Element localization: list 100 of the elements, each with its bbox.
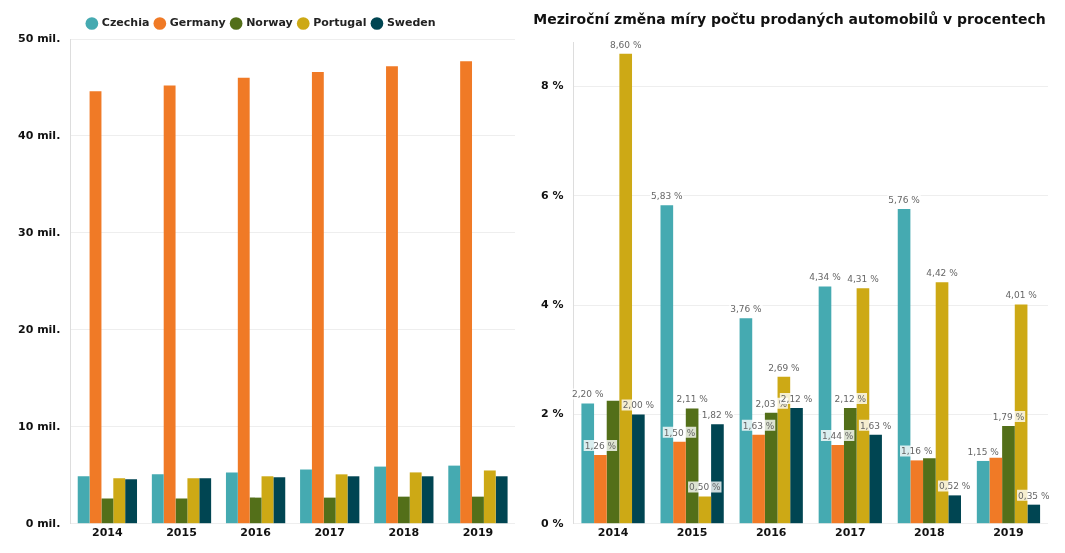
bar (261, 476, 274, 524)
bar (125, 479, 138, 524)
bar (237, 77, 250, 524)
bar (101, 498, 114, 524)
data-label: 1,82 % (701, 410, 734, 421)
bar (175, 498, 188, 524)
x-tick-label: 2018 (914, 526, 945, 540)
x-tick-label: 2014 (92, 526, 124, 540)
data-label: 1,15 % (967, 446, 1000, 457)
bar (752, 434, 765, 524)
y-tick-label: 20 mil. (17, 322, 61, 336)
data-label: 1,79 % (992, 411, 1025, 422)
bar (1027, 504, 1041, 524)
bar (673, 441, 686, 524)
bar (151, 474, 164, 524)
x-tick-label: 2016 (755, 526, 787, 540)
x-tick-label: 2017 (314, 526, 346, 540)
bar (273, 477, 286, 524)
bar (948, 495, 962, 524)
bar (869, 434, 882, 524)
x-tick-label: 2019 (993, 526, 1024, 540)
legend-label: Norway (246, 16, 293, 30)
bar (483, 470, 496, 524)
x-tick-label: 2019 (462, 526, 494, 540)
y-tick-label: 0 % (540, 516, 564, 530)
bar (594, 454, 607, 524)
data-label: 0,50 % (689, 482, 721, 493)
y-tick-label: 8 % (540, 79, 564, 93)
data-label: 8,60 % (609, 39, 642, 50)
bar (187, 478, 200, 524)
y-tick-label: 4 % (540, 298, 564, 312)
data-label: 0,52 % (938, 481, 971, 492)
data-label: 2,12 % (834, 393, 867, 404)
bar (1002, 425, 1015, 524)
data-label: 2,69 % (768, 362, 801, 373)
x-tick-label: 2014 (597, 526, 629, 540)
bar (923, 458, 936, 524)
bar (910, 460, 924, 524)
legend-label: Germany (169, 16, 226, 30)
data-label: 5,83 % (651, 190, 683, 201)
bar (495, 476, 508, 524)
data-label: 1,50 % (663, 427, 696, 438)
bar (386, 66, 398, 524)
data-label: 2,20 % (572, 389, 604, 400)
data-label: 1,44 % (821, 430, 854, 441)
data-label: 1,63 % (859, 420, 892, 431)
data-label: 5,76 % (888, 194, 921, 205)
legend-label: Czechia (101, 16, 150, 30)
bar (347, 476, 360, 524)
bar (989, 457, 1003, 524)
legend-label: Portugal (313, 16, 367, 30)
bar (77, 476, 90, 524)
x-tick-label: 2017 (834, 526, 866, 540)
bar (843, 407, 857, 524)
bar (976, 460, 990, 524)
bar (448, 465, 461, 524)
bar (311, 71, 324, 524)
data-label: 4,31 % (847, 274, 880, 285)
bar (698, 496, 712, 524)
bar (163, 85, 176, 524)
y-tick-label: 2 % (540, 407, 564, 421)
bar (460, 61, 473, 524)
data-label: 0,35 % (1018, 490, 1050, 501)
y-tick-label: 6 % (540, 188, 564, 202)
bar (831, 445, 844, 524)
x-tick-label: 2016 (240, 526, 272, 540)
bar (323, 497, 336, 524)
y-tick-label: 40 mil. (17, 128, 61, 142)
legend-label: Sweden (386, 16, 436, 30)
x-tick-label: 2015 (676, 526, 708, 540)
data-label: 4,34 % (809, 272, 842, 283)
bar (711, 424, 724, 524)
data-label: 2,00 % (622, 400, 655, 411)
y-tick-label: 10 mil. (17, 419, 61, 433)
bar (335, 474, 348, 524)
data-label: 4,01 % (1005, 290, 1038, 301)
bar (764, 412, 778, 524)
data-label: 3,76 % (730, 304, 763, 315)
bar (300, 469, 312, 524)
bar (225, 472, 238, 524)
x-tick-label: 2015 (166, 526, 197, 540)
bar (374, 466, 387, 524)
y-tick-label: 30 mil. (17, 225, 61, 239)
bar (421, 476, 434, 524)
data-label: 4,42 % (926, 268, 959, 279)
data-label: 2,11 % (676, 394, 709, 405)
data-label: 1,16 % (901, 446, 933, 457)
bar (249, 497, 262, 524)
bar (113, 478, 126, 524)
bar (89, 91, 102, 524)
bar (199, 478, 212, 524)
chart-title: Meziroční změna míry počtu prodaných automobilů v procentech (533, 11, 1046, 28)
data-label: 1,63 % (742, 420, 775, 431)
data-label: 1,26 % (584, 440, 617, 451)
bar (632, 414, 645, 524)
bar (409, 472, 422, 524)
bar (790, 407, 803, 524)
bar (472, 496, 484, 524)
y-tick-label: 0 mil. (25, 516, 61, 530)
x-tick-label: 2018 (388, 526, 420, 540)
